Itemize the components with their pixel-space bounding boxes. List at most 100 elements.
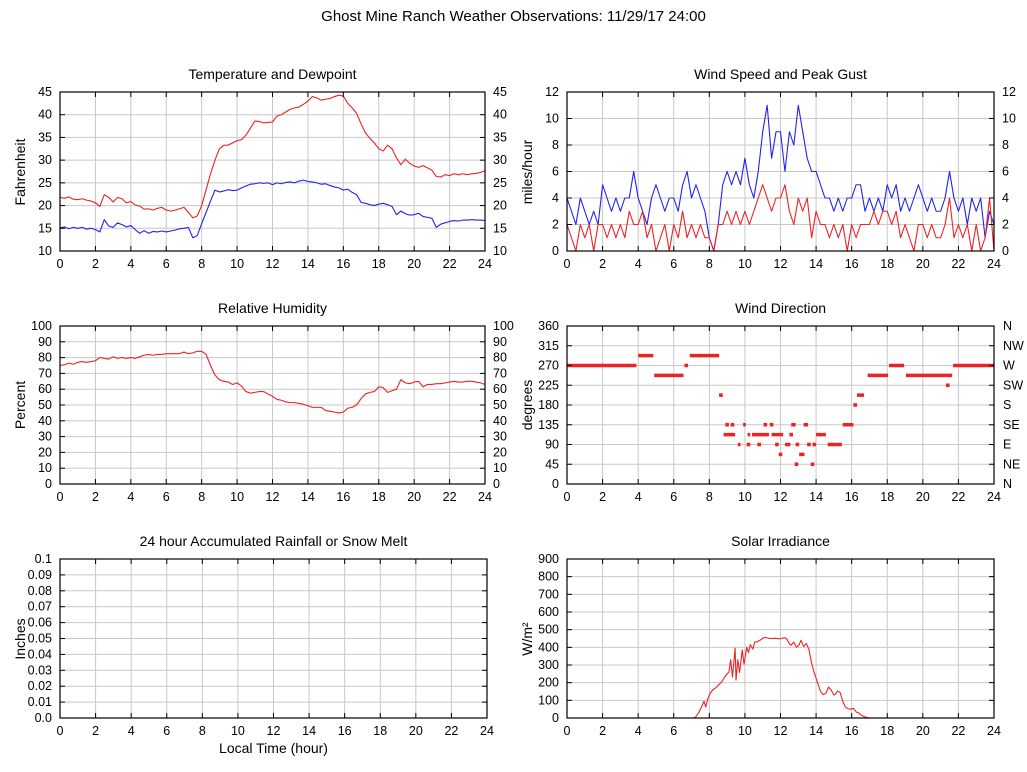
y-tick-label-right: 15 (493, 221, 507, 235)
series-line-peak_gust (566, 104, 995, 252)
temperature-plot-area: 0 2 4 6 8 10 12 14 16 18 20 22 241015202530354045101… (38, 85, 507, 271)
x-tick-label: 22 (443, 257, 457, 271)
y-tick-label: 0.01 (28, 695, 52, 709)
y-tick-label: 10 (38, 461, 52, 475)
y-tick-label-right: 4 (1002, 191, 1009, 205)
y-tick-label: 225 (538, 378, 559, 392)
x-tick-label: 16 (845, 724, 859, 738)
x-tick-label: 16 (338, 724, 352, 738)
wind-direction-point (746, 442, 751, 447)
wind-direction-point (810, 462, 815, 467)
x-tick-label: 20 (407, 257, 421, 271)
y-tick-label-right: 30 (493, 430, 507, 444)
x-tick-label: 2 (92, 257, 99, 271)
series-line-relative_humidity (59, 350, 486, 414)
y-tick-label: 30 (38, 153, 52, 167)
wind-direction-point (778, 452, 783, 457)
x-tick-label: 18 (880, 724, 894, 738)
x-tick-label: 18 (373, 724, 387, 738)
y-tick-label-right: 0 (1002, 244, 1009, 258)
y-tick-label: 8 (552, 138, 559, 152)
y-tick-label: 4 (552, 191, 559, 205)
x-tick-label: 2 (92, 490, 99, 504)
x-tick-label: 24 (987, 257, 1001, 271)
y-tick-label: 30 (38, 430, 52, 444)
y-tick-label-right: 45 (493, 85, 507, 99)
x-tick-label: 18 (880, 257, 894, 271)
chart-title-solar: Solar Irradiance (731, 533, 830, 549)
x-tick-label: 24 (987, 724, 1001, 738)
compass-label: N (1003, 477, 1012, 491)
chart-title-wind-direction: Wind Direction (734, 300, 827, 316)
y-tick-label: 0.06 (28, 616, 52, 630)
wind-direction-point (807, 442, 811, 447)
y-tick-label: 25 (38, 176, 52, 190)
chart-title-wind: Wind Speed and Peak Gust (694, 66, 867, 82)
x-tick-label: 4 (127, 490, 134, 504)
wind-direction-point (757, 442, 761, 447)
x-tick-label: 12 (266, 257, 280, 271)
y-tick-label: 600 (538, 605, 559, 619)
x-tick-label: 14 (809, 724, 823, 738)
x-tick-label: 0 (57, 490, 64, 504)
x-tick-label: 10 (230, 490, 244, 504)
y-tick-label: 45 (38, 85, 52, 99)
y-tick-label: 0.04 (28, 647, 52, 661)
x-tick-label: 0 (564, 257, 571, 271)
x-tick-label: 0 (57, 257, 64, 271)
y-tick-label: 0.0 (35, 711, 52, 725)
x-tick-label: 20 (916, 724, 930, 738)
x-tick-label: 10 (738, 724, 752, 738)
y-tick-label-right: 10 (1002, 112, 1016, 126)
y-tick-label-right: 10 (493, 461, 507, 475)
series-line-temperature (59, 94, 486, 219)
y-tick-label: 500 (538, 623, 559, 637)
y-tick-label-right: 60 (493, 382, 507, 396)
y-tick-label: 20 (38, 199, 52, 213)
x-tick-label: 10 (230, 257, 244, 271)
compass-label: N (1003, 319, 1012, 333)
wind-direction-point (769, 422, 774, 427)
compass-label: SE (1003, 418, 1020, 432)
y-tick-label: 800 (538, 570, 559, 584)
y-tick-label: 90 (545, 438, 559, 452)
x-tick-label: 8 (198, 257, 205, 271)
wind-direction-point (945, 383, 950, 388)
x-tick-label: 6 (163, 257, 170, 271)
y-tick-label: 60 (38, 382, 52, 396)
x-tick-label: 22 (443, 490, 457, 504)
x-tick-label: 0 (564, 724, 571, 738)
y-tick-label-right: 70 (493, 366, 507, 380)
y-tick-label-right: 8 (1002, 138, 1009, 152)
x-tick-label: 22 (951, 724, 965, 738)
y-tick-label: 80 (38, 351, 52, 365)
x-tick-label: 6 (670, 257, 677, 271)
y-tick-label: 100 (31, 319, 52, 333)
y-tick-label-right: 40 (493, 414, 507, 428)
wind-direction-point (725, 422, 729, 427)
y-tick-label-right: 6 (1002, 165, 1009, 179)
y-tick-label: 35 (38, 130, 52, 144)
x-tick-label: 16 (336, 257, 350, 271)
series-line-dewpoint (59, 179, 486, 239)
x-tick-label: 20 (916, 490, 930, 504)
x-tick-label: 12 (267, 724, 281, 738)
x-tick-label: 20 (407, 490, 421, 504)
y-tick-label: 0 (552, 711, 559, 725)
x-tick-label: 14 (809, 257, 823, 271)
y-tick-label: 100 (538, 693, 559, 707)
wind-direction-point (775, 442, 779, 447)
x-tick-label: 8 (198, 490, 205, 504)
x-tick-label: 4 (635, 257, 642, 271)
y-tick-label: 400 (538, 640, 559, 654)
y-tick-label: 70 (38, 366, 52, 380)
y-tick-label: 180 (538, 398, 559, 412)
y-tick-label: 50 (38, 398, 52, 412)
x-tick-label: 4 (127, 257, 134, 271)
x-tick-label: 6 (163, 724, 170, 738)
x-tick-label: 2 (599, 257, 606, 271)
x-tick-label: 24 (987, 490, 1001, 504)
y-tick-label: 15 (38, 221, 52, 235)
x-tick-label: 14 (302, 724, 316, 738)
